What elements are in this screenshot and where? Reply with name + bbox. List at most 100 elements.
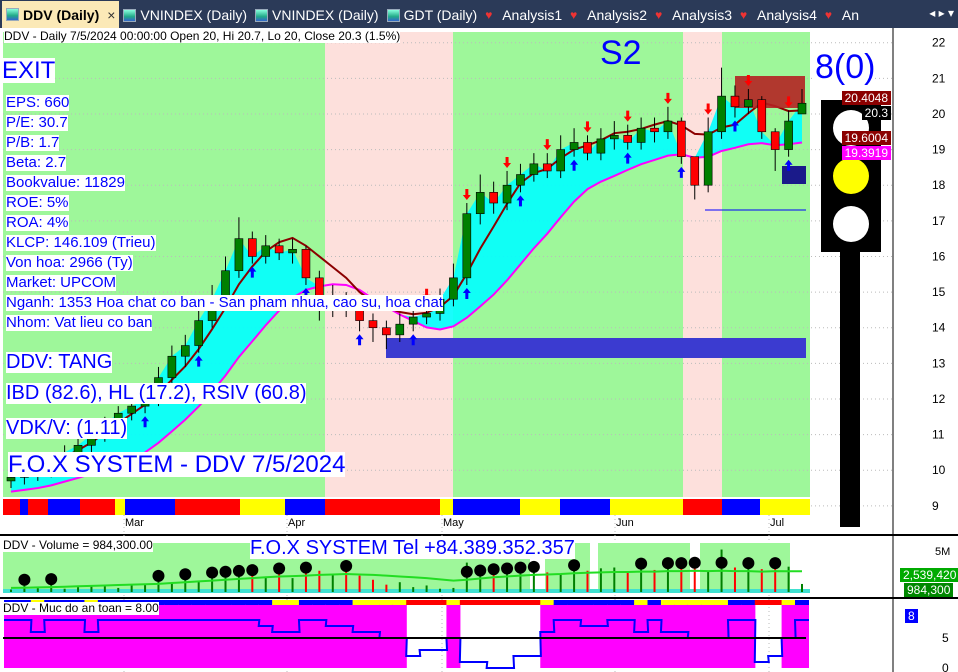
buy-arrow-icon bbox=[570, 159, 579, 171]
analysis-icon: ♥ bbox=[824, 7, 833, 22]
safety-strip bbox=[593, 600, 608, 605]
candle-body bbox=[489, 192, 498, 204]
safety-fill bbox=[580, 604, 595, 668]
analysis-icon: ♥ bbox=[739, 7, 748, 22]
safety-fill bbox=[660, 604, 675, 668]
x-tick-label: May bbox=[443, 517, 464, 529]
y-tick-label: 15 bbox=[932, 285, 946, 299]
volume-spike-dot bbox=[635, 557, 648, 570]
fundamental-item: Von hoa: 2966 (Ty) bbox=[6, 254, 133, 271]
candle-body bbox=[234, 238, 244, 272]
fundamental-item: P/B: 1.7 bbox=[6, 134, 60, 151]
fundamental-item: Beta: 2.7 bbox=[6, 154, 67, 171]
candle-body bbox=[770, 131, 780, 150]
volume-spike-dot bbox=[661, 557, 674, 570]
candle-body bbox=[690, 156, 700, 186]
safety-fill bbox=[674, 604, 689, 668]
tab-scroll-arrows[interactable]: ◂ ▸ ▾ bbox=[929, 6, 954, 20]
candle-body bbox=[368, 320, 378, 329]
regime-strip-segment bbox=[115, 499, 125, 515]
safety-strip bbox=[191, 600, 206, 605]
safety-strip bbox=[660, 600, 675, 605]
safety-fill bbox=[446, 604, 461, 668]
safety-strip bbox=[795, 600, 809, 605]
y-tick-label: 12 bbox=[932, 392, 946, 406]
volume-tick: 5M bbox=[935, 546, 950, 558]
chart-icon bbox=[255, 8, 268, 22]
safety-strip bbox=[312, 600, 327, 605]
candle-body bbox=[636, 127, 646, 143]
tab-8[interactable]: ♥ An bbox=[821, 2, 863, 28]
candle-body bbox=[261, 245, 271, 257]
safety-strip bbox=[178, 600, 193, 605]
safety-strip bbox=[781, 600, 796, 605]
sell-arrow-icon bbox=[462, 189, 471, 201]
safety-strip bbox=[164, 600, 179, 605]
candle-body bbox=[167, 355, 177, 378]
safety-fill bbox=[392, 604, 407, 668]
safety-fill bbox=[379, 604, 394, 668]
tab-1[interactable]: VNINDEX (Daily) bbox=[119, 2, 251, 28]
volume-spike-dot bbox=[179, 568, 192, 581]
regime-strip-segment bbox=[125, 499, 175, 515]
contact-label: F.O.X SYSTEM Tel +84.389.352.357 bbox=[250, 537, 575, 559]
safety-strip bbox=[446, 600, 461, 605]
volume-spike-dot bbox=[688, 556, 701, 569]
regime-strip-segment bbox=[453, 499, 520, 515]
safety-line bbox=[4, 619, 809, 669]
safety-fill bbox=[312, 604, 327, 668]
tab-7[interactable]: ♥ Analysis4 bbox=[736, 2, 821, 28]
axis-value-tag: 20.4048 bbox=[841, 91, 891, 105]
tab-label: Analysis2 bbox=[587, 7, 648, 23]
tab-2[interactable]: VNINDEX (Daily) bbox=[251, 2, 383, 28]
safety-strip bbox=[325, 600, 340, 605]
tab-6[interactable]: ♥ Analysis3 bbox=[651, 2, 736, 28]
x-tick-label: Mar bbox=[125, 517, 144, 529]
volume-spike-dot bbox=[299, 561, 312, 574]
buy-arrow-icon bbox=[623, 152, 632, 164]
candle-body bbox=[180, 345, 190, 357]
candle-body bbox=[301, 249, 311, 279]
safety-fill bbox=[30, 604, 45, 668]
safety-strip bbox=[352, 600, 367, 605]
volume-spike-dot bbox=[45, 573, 58, 586]
trend-label: DDV: TANG bbox=[6, 351, 113, 373]
volume-title: DDV - Volume = 984,300.00 bbox=[3, 538, 153, 552]
safety-fill bbox=[727, 604, 742, 668]
stage-label: S2 bbox=[600, 34, 642, 72]
tab-close-button[interactable]: × bbox=[107, 6, 116, 23]
safety-strip bbox=[580, 600, 595, 605]
safety-fill bbox=[634, 604, 649, 668]
safety-strip bbox=[459, 600, 474, 605]
safety-strip bbox=[419, 600, 434, 605]
safety-fill bbox=[339, 604, 354, 668]
tab-4[interactable]: ♥ Analysis1 bbox=[481, 2, 566, 28]
safety-fill bbox=[84, 604, 99, 668]
tab-label: GDT (Daily) bbox=[403, 7, 478, 23]
regime-strip-segment bbox=[520, 499, 560, 515]
safety-strip bbox=[473, 600, 488, 605]
volume-spike-dot bbox=[742, 557, 755, 570]
safety-strip bbox=[620, 600, 635, 605]
regime-strip-segment bbox=[28, 499, 48, 515]
safety-strip bbox=[714, 600, 729, 605]
candle-body bbox=[556, 149, 565, 172]
safety-fill bbox=[298, 604, 313, 668]
tab-0[interactable]: DDV (Daily) × bbox=[2, 1, 120, 28]
safety-fill bbox=[593, 604, 608, 668]
regime-strip-segment bbox=[80, 499, 115, 515]
signal-label: EXIT bbox=[2, 57, 56, 84]
regime-strip-segment bbox=[20, 499, 28, 515]
tab-3[interactable]: GDT (Daily) bbox=[383, 2, 482, 28]
chart-icon bbox=[6, 8, 19, 21]
y-tick-label: 9 bbox=[932, 499, 939, 513]
regime-strip-segment bbox=[683, 499, 722, 515]
sell-arrow-icon bbox=[663, 92, 672, 104]
traffic-light-pole bbox=[840, 250, 860, 527]
safety-fill bbox=[245, 604, 260, 668]
buy-arrow-icon bbox=[409, 334, 418, 346]
safety-strip bbox=[607, 600, 622, 605]
fundamental-item: KLCP: 146.109 (Trieu) bbox=[6, 234, 156, 251]
safety-fill bbox=[781, 604, 796, 668]
tab-5[interactable]: ♥ Analysis2 bbox=[566, 2, 651, 28]
